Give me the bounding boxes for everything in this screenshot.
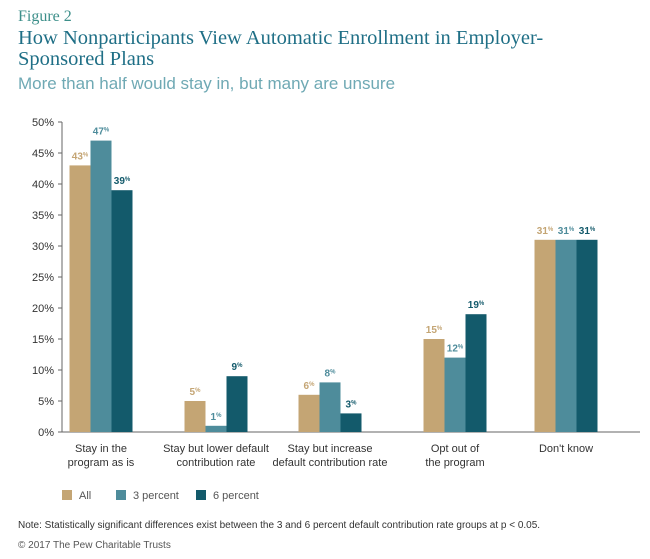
data-label: 15% bbox=[426, 325, 443, 336]
bar bbox=[576, 239, 598, 432]
bar bbox=[90, 140, 112, 432]
bar-chart: 0% 5% 10% 15% 20% 25% 30% 35% 40% 45% 50% 43% 47% 39%… bbox=[32, 117, 640, 502]
legend-swatch bbox=[116, 490, 126, 500]
data-label: 12% bbox=[447, 344, 464, 355]
data-label: 31% bbox=[537, 226, 554, 237]
legend-swatch bbox=[62, 490, 72, 500]
x-tick-label: Opt out of bbox=[431, 443, 480, 455]
y-tick-label: 30% bbox=[32, 241, 54, 253]
y-tick-label: 10% bbox=[32, 365, 54, 377]
figure-label: Figure 2 bbox=[18, 8, 72, 25]
x-tick-label: Stay but lower default bbox=[163, 443, 269, 455]
bar bbox=[444, 357, 466, 432]
bar bbox=[465, 314, 487, 432]
bar bbox=[111, 190, 133, 432]
y-tick-label: 25% bbox=[32, 272, 54, 284]
bar bbox=[423, 339, 445, 432]
data-label: 39% bbox=[114, 176, 131, 187]
data-label: 47% bbox=[93, 127, 110, 138]
bar bbox=[184, 401, 206, 432]
bar bbox=[555, 239, 577, 432]
y-tick-label: 0% bbox=[38, 427, 54, 439]
data-label: 31% bbox=[579, 226, 596, 237]
chart-title: How Nonparticipants View Automatic Enrol… bbox=[18, 27, 544, 70]
x-tick-label: program as is bbox=[68, 457, 135, 469]
x-tick-label: Stay in the bbox=[75, 443, 127, 455]
x-tick-label: the program bbox=[425, 457, 484, 469]
data-label: 9% bbox=[232, 362, 244, 373]
data-label: 6% bbox=[304, 381, 316, 392]
y-tick-label: 50% bbox=[32, 117, 54, 129]
copyright: © 2017 The Pew Charitable Trusts bbox=[18, 540, 171, 551]
data-label: 31% bbox=[558, 226, 575, 237]
bar bbox=[69, 165, 91, 432]
data-label: 1% bbox=[211, 412, 223, 423]
x-tick-label: contribution rate bbox=[177, 457, 256, 469]
y-tick-label: 20% bbox=[32, 303, 54, 315]
bar bbox=[340, 413, 362, 432]
legend-label: All bbox=[79, 490, 91, 502]
data-label: 43% bbox=[72, 151, 89, 162]
chart-subtitle: More than half would stay in, but many a… bbox=[18, 74, 396, 93]
y-tick-label: 15% bbox=[32, 334, 54, 346]
bar bbox=[319, 382, 341, 432]
legend-swatch bbox=[196, 490, 206, 500]
y-tick-label: 40% bbox=[32, 179, 54, 191]
y-tick-label: 5% bbox=[38, 396, 54, 408]
legend-label: 6 percent bbox=[213, 490, 259, 502]
data-label: 8% bbox=[325, 368, 337, 379]
x-tick-label: Don't know bbox=[539, 443, 593, 455]
x-tick-label: Stay but increase bbox=[288, 443, 373, 455]
bar bbox=[298, 394, 320, 432]
data-label: 3% bbox=[346, 399, 358, 410]
data-label: 5% bbox=[190, 387, 202, 398]
bar bbox=[226, 376, 248, 432]
y-tick-label: 45% bbox=[32, 148, 54, 160]
bar bbox=[205, 425, 227, 432]
data-label: 19% bbox=[468, 300, 485, 311]
chart-note: Note: Statistically significant differen… bbox=[18, 520, 541, 531]
y-tick-label: 35% bbox=[32, 210, 54, 222]
legend-label: 3 percent bbox=[133, 490, 179, 502]
x-tick-label: default contribution rate bbox=[273, 457, 388, 469]
bar bbox=[534, 239, 556, 432]
